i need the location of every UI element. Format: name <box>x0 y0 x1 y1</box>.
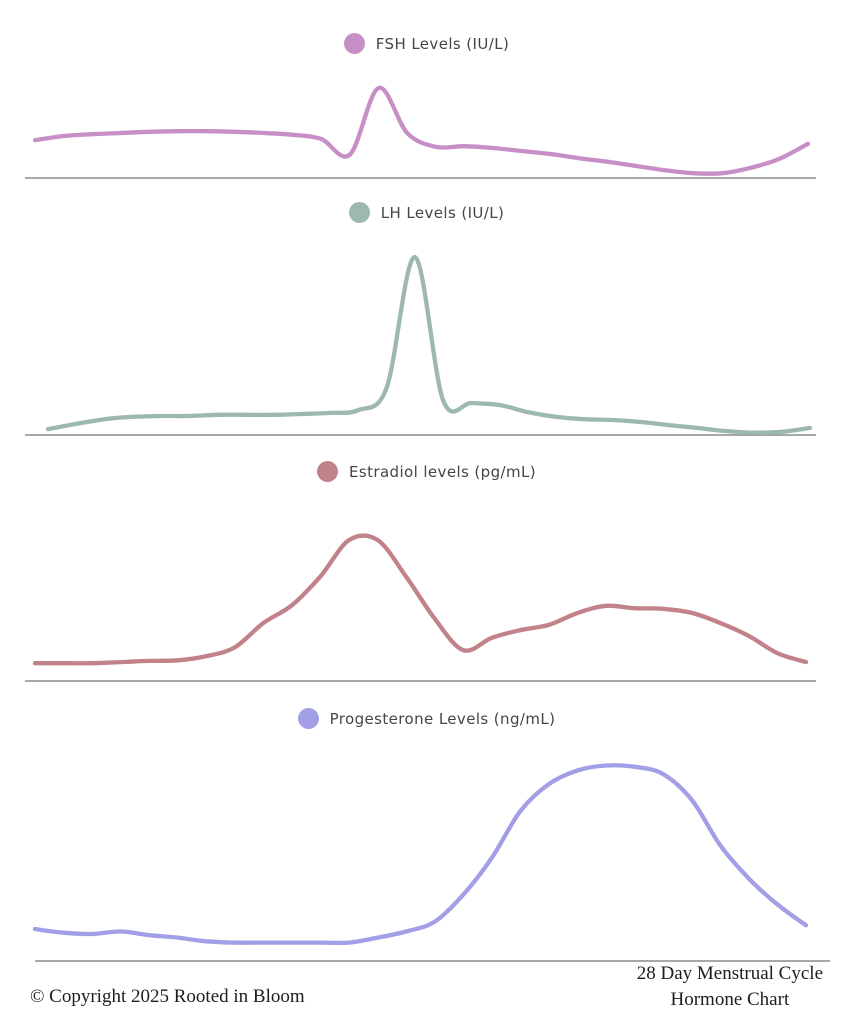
lh-legend-dot-icon <box>348 202 370 223</box>
lh-legend: LH Levels (IU/L) <box>0 202 853 223</box>
fsh-legend-label: FSH Levels (IU/L) <box>375 34 510 53</box>
progesterone-legend: Progesterone Levels (ng/mL) <box>0 708 853 729</box>
estradiol-legend: Estradiol levels (pg/mL) <box>0 461 853 482</box>
page-title: 28 Day Menstrual Cycle Hormone Chart <box>637 961 823 1013</box>
estradiol-legend-dot-icon <box>317 461 339 482</box>
fsh-legend-dot-icon <box>343 33 365 54</box>
lh-curve-chart <box>25 254 816 436</box>
page-title-line2: Hormone Chart <box>670 989 790 1010</box>
progesterone-legend-label: Progesterone Levels (ng/mL) <box>329 709 556 728</box>
progesterone-legend-dot-icon <box>297 708 319 729</box>
copyright-text: © Copyright 2025 Rooted in Bloom <box>30 986 305 1007</box>
progesterone-curve-chart <box>32 763 830 962</box>
fsh-legend: FSH Levels (IU/L) <box>0 33 853 54</box>
estradiol-curve-chart <box>25 533 816 682</box>
estradiol-legend-label: Estradiol levels (pg/mL) <box>349 462 536 481</box>
page-title-line1: 28 Day Menstrual Cycle <box>636 963 823 984</box>
fsh-curve-chart <box>25 85 816 179</box>
lh-legend-label: LH Levels (IU/L) <box>380 203 505 222</box>
